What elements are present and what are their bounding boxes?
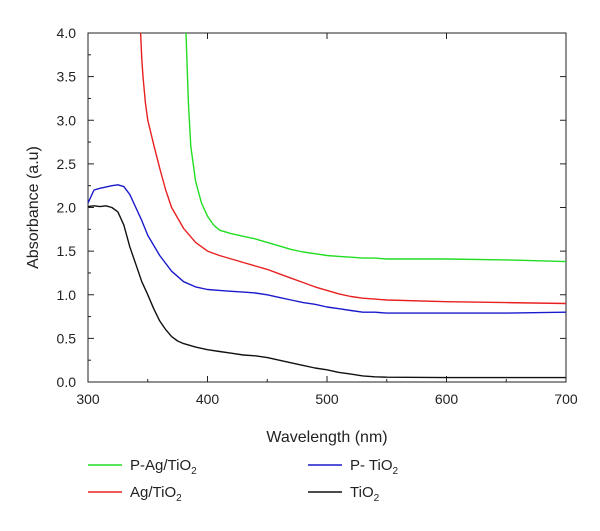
y-tick-label: 0.5 xyxy=(57,330,77,346)
series-line-0 xyxy=(185,32,567,263)
y-tick-label: 2.5 xyxy=(57,156,77,172)
legend-label: TiO2 xyxy=(350,484,380,504)
legend: P-Ag/TiO2 P- TiO2 Ag/TiO2 TiO2 xyxy=(88,457,399,504)
plot-frame xyxy=(87,32,567,383)
x-tick-label: 600 xyxy=(435,391,459,407)
legend-label: Ag/TiO2 xyxy=(130,484,182,504)
x-axis-title: Wavelength (nm) xyxy=(266,429,387,446)
y-tick-label: 1.0 xyxy=(57,287,77,303)
legend-item-0: P-Ag/TiO2 xyxy=(88,457,197,477)
y-tick-label: 1.5 xyxy=(57,243,77,259)
x-tick-label: 400 xyxy=(196,391,220,407)
x-tick-label: 300 xyxy=(76,391,100,407)
y-tick-label: 3.0 xyxy=(57,112,77,128)
y-tick-label: 4.0 xyxy=(57,25,77,41)
y-tick-label: 3.5 xyxy=(57,69,77,85)
x-axis: 300 400 500 600 700 xyxy=(76,33,578,407)
series-layer xyxy=(87,32,567,379)
legend-item-3: TiO2 xyxy=(308,484,380,504)
y-tick-label: 2.0 xyxy=(57,200,77,216)
series-line-1 xyxy=(139,32,567,305)
series-line-2 xyxy=(87,184,567,314)
legend-item-2: P- TiO2 xyxy=(308,457,399,477)
legend-label: P- TiO2 xyxy=(350,457,399,477)
x-tick-label: 500 xyxy=(315,391,339,407)
y-axis-title: Absorbance (a.u) xyxy=(25,146,42,269)
x-tick-label: 700 xyxy=(554,391,578,407)
legend-label: P-Ag/TiO2 xyxy=(130,457,197,477)
series-line-3 xyxy=(87,205,566,379)
y-tick-label: 0.0 xyxy=(57,374,77,390)
legend-item-1: Ag/TiO2 xyxy=(88,484,182,504)
plot-area: 300 400 500 600 700 0.0 0.5 1.0 1.5 2.0 2.5 3.0 3.5… xyxy=(57,25,578,407)
y-axis: 0.0 0.5 1.0 1.5 2.0 2.5 3.0 3.5 4.0 xyxy=(57,25,566,390)
